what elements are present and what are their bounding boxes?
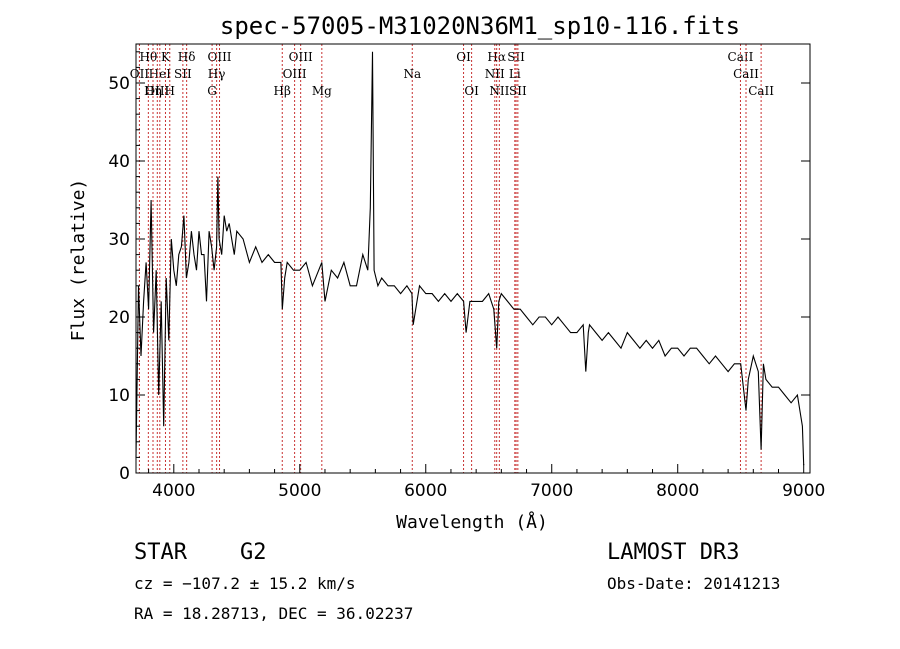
line-label: OIII xyxy=(145,84,169,98)
line-label: OII xyxy=(130,67,150,81)
y-tick-label: 0 xyxy=(119,464,130,484)
x-axis-label: Wavelength (Å) xyxy=(396,511,548,533)
y-tick-label: 10 xyxy=(108,386,130,406)
line-label: SII xyxy=(509,84,527,98)
line-label: SII xyxy=(507,50,525,64)
chart-title: spec-57005-M31020N36M1_sp10-116.fits xyxy=(220,12,740,40)
line-label: CaII xyxy=(748,84,774,98)
obs-date: Obs-Date: 20141213 xyxy=(607,574,781,593)
line-label: Hθ xyxy=(139,50,157,64)
y-tick-label: 40 xyxy=(108,152,130,172)
line-label: CaII xyxy=(728,50,754,64)
y-tick-label: 50 xyxy=(108,74,130,94)
x-tick-label: 7000 xyxy=(530,481,573,501)
line-label: NII xyxy=(489,84,509,98)
object-class: STAR xyxy=(134,540,187,565)
spectrum-line xyxy=(135,51,805,466)
line-label: Hα xyxy=(487,50,506,64)
line-label: OIII xyxy=(207,50,231,64)
y-axis-label: Flux (relative) xyxy=(68,179,89,342)
x-tick-label: 8000 xyxy=(656,481,699,501)
line-label: SII xyxy=(174,67,192,81)
line-label: HeI xyxy=(149,67,172,81)
x-tick-label: 4000 xyxy=(152,481,195,501)
survey-name: LAMOST DR3 xyxy=(607,540,740,565)
line-label: Hβ xyxy=(274,84,291,98)
line-label: Na xyxy=(403,67,421,81)
line-label: Li xyxy=(509,67,521,81)
object-subclass: G2 xyxy=(240,540,267,565)
line-label: Hη xyxy=(144,84,162,98)
line-label: OI xyxy=(464,84,479,98)
plot-frame xyxy=(135,43,811,474)
x-tick-label: 6000 xyxy=(404,481,447,501)
line-label: H xyxy=(165,84,175,98)
line-label: OIII xyxy=(289,50,313,64)
y-tick-label: 20 xyxy=(108,308,130,328)
line-label: Hδ xyxy=(178,50,196,64)
line-label: OI xyxy=(456,50,471,64)
x-tick-label: 5000 xyxy=(278,481,321,501)
line-label: NII xyxy=(485,67,505,81)
line-label: Mg xyxy=(312,84,332,98)
x-tick-label: 9000 xyxy=(782,481,825,501)
line-label: Hγ xyxy=(208,67,226,81)
coordinates: RA = 18.28713, DEC = 36.02237 xyxy=(134,604,414,623)
line-label: K xyxy=(161,50,171,64)
y-tick-label: 30 xyxy=(108,230,130,250)
redshift-cz: cz = −107.2 ± 15.2 km/s xyxy=(134,574,356,593)
line-label: CaII xyxy=(733,67,759,81)
line-label: OIII xyxy=(283,67,307,81)
line-label: G xyxy=(207,84,217,98)
